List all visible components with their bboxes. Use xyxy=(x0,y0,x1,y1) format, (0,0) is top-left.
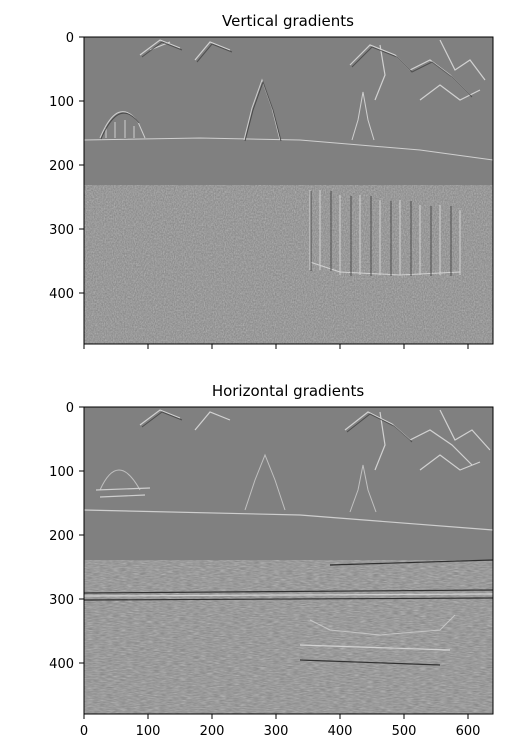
panel-title: Horizontal gradients xyxy=(212,382,365,400)
y-axis: 0 100 200 300 400 xyxy=(49,401,84,672)
y-tick-label: 400 xyxy=(49,287,74,302)
y-tick-label: 300 xyxy=(49,593,74,608)
x-tick-label: 200 xyxy=(200,724,225,739)
y-tick-label: 300 xyxy=(49,223,74,238)
x-axis-ticks xyxy=(83,344,469,349)
x-tick-label: 300 xyxy=(264,724,289,739)
x-tick-label: 400 xyxy=(328,724,353,739)
gradient-image xyxy=(83,407,494,714)
x-tick-label: 500 xyxy=(392,724,417,739)
x-axis: 0 100 200 300 400 500 600 xyxy=(80,714,481,739)
x-tick-label: 100 xyxy=(136,724,161,739)
panel-vertical-gradients: Vertical gradients xyxy=(49,12,494,349)
axes-frame xyxy=(83,406,494,715)
axes-frame xyxy=(83,36,494,345)
y-tick-label: 100 xyxy=(49,95,74,110)
x-tick-label: 600 xyxy=(456,724,481,739)
y-axis: 0 100 200 300 400 xyxy=(49,31,84,302)
x-tick-label: 0 xyxy=(80,724,88,739)
panel-horizontal-gradients: Horizontal gradients xyxy=(49,382,494,739)
y-tick-label: 200 xyxy=(49,159,74,174)
panel-title: Vertical gradients xyxy=(222,12,354,30)
y-tick-label: 200 xyxy=(49,529,74,544)
y-tick-label: 100 xyxy=(49,465,74,480)
y-tick-label: 0 xyxy=(66,401,74,416)
gradient-image xyxy=(83,37,494,344)
y-tick-label: 400 xyxy=(49,657,74,672)
y-tick-label: 0 xyxy=(66,31,74,46)
